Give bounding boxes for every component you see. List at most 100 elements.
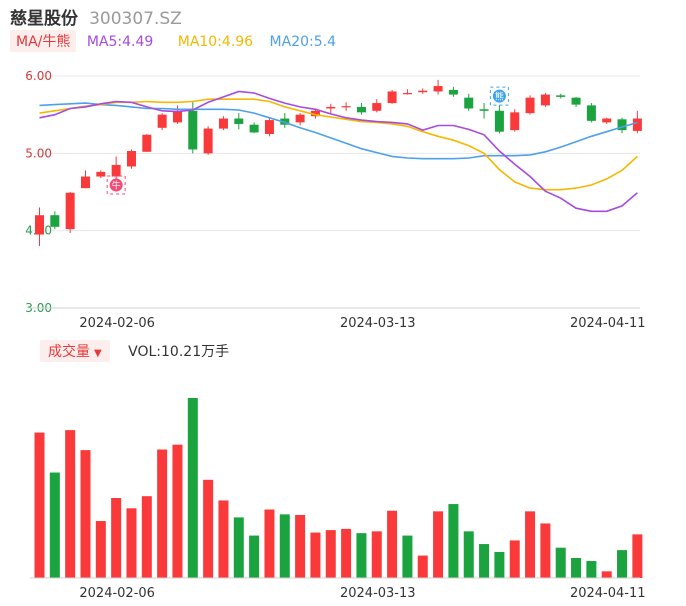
candle-body [50, 215, 60, 227]
candle-body [111, 164, 121, 177]
volume-bar [387, 510, 398, 578]
volume-bar [448, 504, 459, 578]
volume-bar [479, 544, 490, 578]
candle-body [65, 192, 75, 230]
volume-legend: 成交量 ▼ VOL:10.21万手 [40, 340, 229, 362]
x-tick-label: 2024-03-13 [340, 316, 416, 331]
ma5-line [39, 90, 638, 213]
candle-body [249, 124, 259, 133]
candle-body [172, 110, 182, 123]
candle-body [494, 110, 504, 132]
volume-bar [540, 523, 551, 578]
volume-bar [141, 496, 152, 578]
ma10-line [39, 98, 638, 191]
volume-indicator-dropdown[interactable]: 成交量 ▼ [40, 340, 110, 362]
volume-indicator-label: 成交量 [48, 344, 90, 360]
chevron-down-icon: ▼ [94, 348, 102, 359]
volume-bar [249, 535, 260, 578]
candle-body [35, 215, 44, 235]
volume-bar [310, 532, 321, 578]
volume-bar [509, 540, 520, 578]
candle-body [326, 106, 336, 109]
volume-bar [494, 551, 505, 578]
volume-bar [463, 531, 474, 578]
ma20-line [39, 102, 638, 160]
candle-body [571, 97, 581, 105]
volume-bar [417, 555, 428, 578]
volume-bar [218, 500, 229, 578]
candle-body [126, 151, 136, 167]
volume-bar [601, 571, 612, 578]
volume-bar [325, 530, 336, 578]
y-tick-label: 6.00 [25, 69, 52, 83]
volume-bar [95, 521, 106, 578]
stock-header: 慈星股份 300307.SZ [10, 4, 182, 29]
candle-body [96, 171, 106, 177]
candle-body [157, 114, 167, 128]
volume-bar [586, 561, 597, 578]
volume-bar [80, 450, 91, 578]
volume-bar [111, 498, 122, 578]
volume-bar [402, 535, 413, 578]
candle-body [479, 109, 489, 111]
candle-body [448, 89, 458, 95]
bear-badge-label: 熊 [495, 91, 504, 103]
volume-x-tick-label: 2024-02-06 [79, 586, 155, 601]
volume-x-tick-label: 2024-04-11 [570, 586, 646, 601]
ma10-legend: MA10:4.96 [177, 34, 254, 50]
stock-name: 慈星股份 [10, 9, 78, 29]
candle-body [341, 106, 351, 108]
volume-bar [617, 550, 628, 578]
candle-body [80, 176, 90, 189]
bear-badge-icon [492, 89, 506, 103]
candle-body [264, 120, 274, 134]
ma-legend: MA/牛熊 MA5:4.49 MA10:4.96 MA20:5.4 [10, 30, 336, 52]
candle-body [556, 95, 566, 97]
volume-x-tick-label: 2024-03-13 [340, 586, 416, 601]
volume-bar [157, 449, 168, 578]
candle-body [617, 119, 627, 131]
candle-body [234, 118, 244, 124]
candle-body [632, 118, 642, 131]
volume-bar [65, 430, 76, 578]
volume-bar [126, 508, 137, 578]
candle-body [310, 110, 320, 117]
price-chart[interactable]: 6.005.004.003.002024-02-062024-03-132024… [0, 0, 686, 335]
ma-toggle-button[interactable]: MA/牛熊 [10, 30, 77, 52]
bull-badge-label: 牛 [112, 180, 121, 192]
candle-body [218, 118, 228, 129]
candle-body [602, 118, 612, 123]
candle-body [372, 103, 382, 111]
ma20-legend: MA20:5.4 [269, 34, 336, 50]
volume-bar [341, 528, 352, 578]
candle-body [464, 97, 474, 109]
candle-body [586, 105, 596, 121]
volume-bar [571, 558, 582, 578]
volume-bar [264, 509, 275, 578]
candle-body [387, 91, 397, 104]
candle-body [418, 90, 428, 93]
volume-bar [187, 398, 198, 578]
candle-body [356, 106, 366, 113]
bull-badge-frame [106, 175, 126, 195]
volume-bar [172, 444, 183, 578]
ma5-legend: MA5:4.49 [86, 34, 154, 50]
volume-bar [371, 531, 382, 578]
candle-body [188, 110, 198, 150]
candle-body [402, 93, 412, 95]
candle-body [433, 86, 443, 92]
bull-badge-icon [109, 178, 123, 192]
volume-bar [49, 472, 60, 578]
candle-body [540, 94, 550, 106]
candle-body [295, 114, 305, 123]
volume-bar [525, 511, 536, 578]
candle-body [525, 97, 535, 114]
volume-bar [356, 533, 367, 578]
volume-bar [233, 517, 244, 578]
volume-bar [279, 514, 290, 578]
candle-body [142, 134, 152, 152]
stock-code: 300307.SZ [89, 9, 182, 29]
volume-bar [34, 432, 45, 578]
x-tick-label: 2024-02-06 [79, 316, 155, 331]
volume-bar [203, 479, 214, 578]
